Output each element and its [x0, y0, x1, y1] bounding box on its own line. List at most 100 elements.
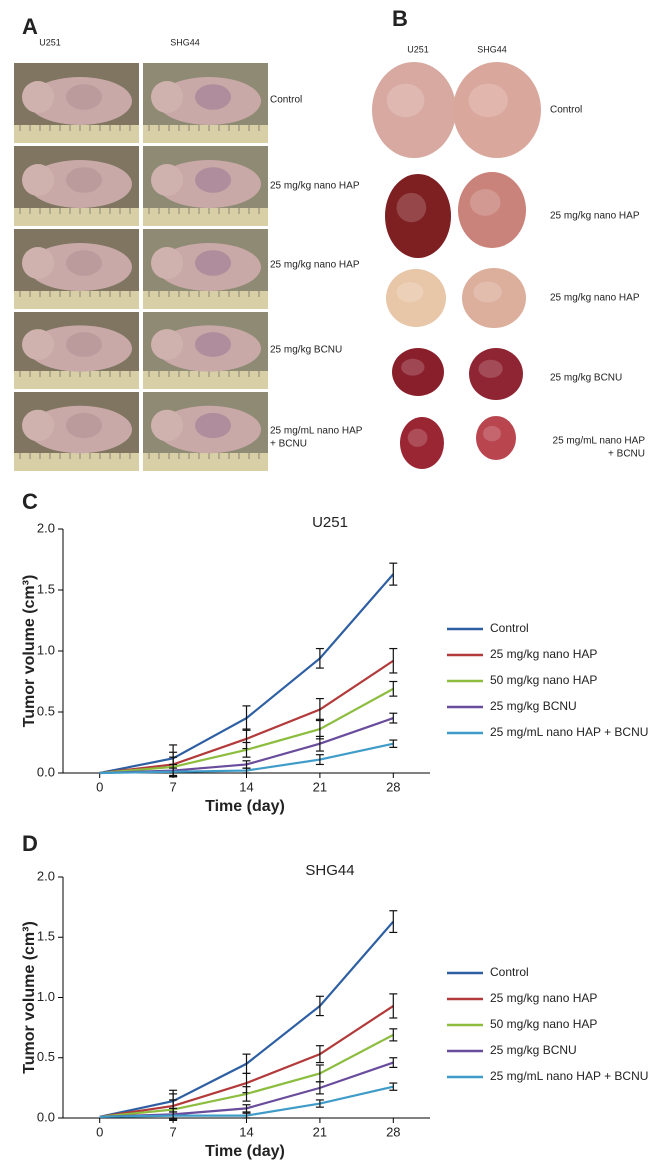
error-bar: [389, 647, 398, 674]
tumor-photo: [392, 348, 444, 396]
y-tick-label: 0.0: [37, 764, 55, 779]
ruler: [14, 208, 139, 226]
column-header: U251: [407, 44, 429, 54]
error-bar: [315, 1099, 324, 1108]
mouse-head: [22, 81, 54, 113]
error-bar: [389, 712, 398, 724]
ruler: [143, 125, 268, 143]
row-label: 25 mg/mL nano HAP: [553, 436, 646, 447]
y-axis-label: Tumor volume (cm³): [21, 921, 38, 1074]
ruler: [143, 208, 268, 226]
tumor-highlight: [407, 428, 428, 447]
row-label: 25 mg/kg BCNU: [270, 345, 342, 356]
mouse-photo: [143, 146, 268, 226]
ruler: [143, 371, 268, 389]
tumor: [458, 172, 526, 248]
ruler: [14, 125, 139, 143]
tumor: [469, 348, 523, 400]
error-bar: [242, 1104, 251, 1113]
legend-label: 25 mg/kg BCNU: [490, 1043, 577, 1057]
tumor-photo: [385, 174, 451, 258]
error-bar: [242, 1112, 251, 1119]
x-tick-label: 28: [386, 1124, 400, 1139]
y-tick-label: 1.5: [37, 581, 55, 596]
tumor-highlight: [473, 281, 502, 303]
y-tick-label: 0.5: [37, 703, 55, 718]
error-bar: [315, 735, 324, 752]
ruler: [14, 371, 139, 389]
error-bar: [242, 741, 251, 758]
row-label: 25 mg/kg nano HAP: [550, 293, 640, 304]
ruler: [143, 453, 268, 471]
tumor: [476, 416, 516, 460]
y-tick-label: 1.0: [37, 989, 55, 1004]
row-label: 25 mg/kg nano HAP: [270, 181, 360, 192]
tumor: [66, 412, 102, 439]
tumor-photo: [386, 269, 446, 327]
tumor: [195, 250, 231, 276]
tumor: [462, 268, 526, 328]
row-label: Control: [270, 95, 302, 106]
mouse-head: [151, 409, 183, 442]
y-tick-label: 1.5: [37, 929, 55, 944]
panel-label: C: [22, 489, 38, 514]
tumor-photo: [400, 417, 444, 469]
y-tick-label: 2.0: [37, 868, 55, 883]
legend-label: Control: [490, 621, 529, 635]
error-bar: [389, 1057, 398, 1068]
error-bar: [315, 1081, 324, 1095]
error-bar: [389, 910, 398, 934]
error-bar: [389, 1082, 398, 1091]
legend-label: 25 mg/mL nano HAP + BCNU: [490, 725, 648, 739]
mouse-head: [151, 329, 183, 360]
tumor: [66, 167, 102, 193]
error-bar: [242, 767, 251, 774]
error-bar: [315, 1045, 324, 1064]
tumor: [195, 84, 231, 110]
tumor-highlight: [401, 358, 425, 376]
y-tick-label: 0.5: [37, 1049, 55, 1064]
tumor-photo: [476, 416, 516, 460]
mouse-photo: [14, 392, 139, 471]
tumor-photo: [462, 268, 526, 328]
legend-label: 25 mg/kg BCNU: [490, 699, 577, 713]
row-label: Control: [550, 105, 582, 116]
tumor: [400, 417, 444, 469]
x-tick-label: 7: [169, 1124, 176, 1139]
mouse-head: [151, 247, 183, 279]
x-tick-label: 21: [313, 779, 327, 794]
mouse-head: [22, 247, 54, 279]
x-tick-label: 14: [239, 1124, 253, 1139]
legend-label: 25 mg/mL nano HAP + BCNU: [490, 1069, 648, 1083]
mouse-photo: [143, 63, 268, 143]
error-bar: [169, 1111, 178, 1120]
error-bar: [389, 562, 398, 586]
tumor: [66, 84, 102, 110]
x-tick-label: 21: [313, 1124, 327, 1139]
tumor-highlight: [396, 282, 424, 303]
x-tick-label: 0: [96, 1124, 103, 1139]
row-label: 25 mg/kg nano HAP: [270, 260, 360, 271]
ruler: [14, 453, 139, 471]
error-bar: [389, 1028, 398, 1042]
mouse-head: [151, 164, 183, 196]
tumor: [386, 269, 446, 327]
legend-label: 25 mg/kg nano HAP: [490, 991, 597, 1005]
mouse-head: [151, 81, 183, 113]
error-bar: [315, 754, 324, 766]
tumor: [195, 412, 231, 439]
error-bar: [315, 995, 324, 1017]
tumor-highlight: [468, 83, 509, 118]
ruler: [14, 291, 139, 309]
legend-label: 50 mg/kg nano HAP: [490, 1017, 597, 1031]
row-label: 25 mg/kg nano HAP: [550, 211, 640, 222]
row-label: + BCNU: [608, 449, 645, 460]
chart-title: U251: [312, 514, 348, 531]
error-bar: [389, 993, 398, 1019]
tumor: [195, 167, 231, 193]
tumor: [392, 348, 444, 396]
mouse-photo: [14, 229, 139, 309]
error-bar: [315, 647, 324, 669]
row-label: + BCNU: [270, 439, 307, 450]
